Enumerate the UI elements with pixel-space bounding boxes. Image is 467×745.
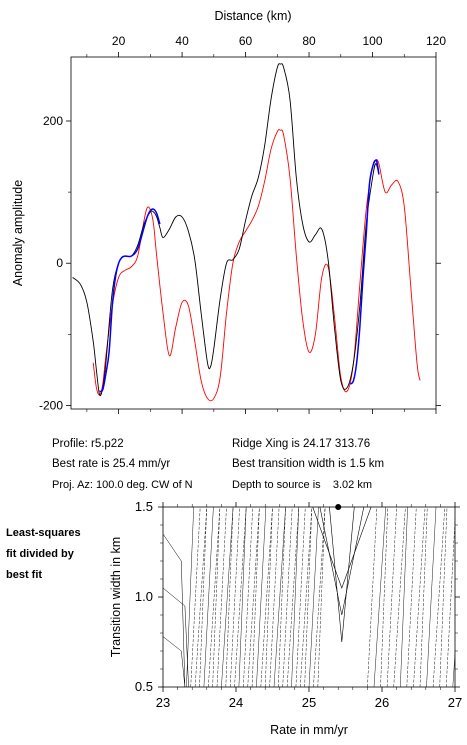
contour-line — [247, 507, 260, 687]
contour-line — [282, 507, 293, 687]
contour-line — [238, 507, 247, 687]
x-tick-label: 40 — [175, 34, 189, 48]
series-fit-left-line — [99, 208, 161, 393]
contour-line — [256, 507, 267, 687]
anomaly-profile-chart: Distance (km) Anomaly amplitude 20 40 60 80… — [11, 9, 446, 414]
contour-x-axis-label: Rate in mm/yr — [270, 723, 348, 737]
contour-description: Least-squares fit divided by best fit — [6, 523, 106, 586]
contour-line — [212, 507, 221, 687]
contour-line — [400, 507, 408, 687]
contour-line — [317, 507, 326, 687]
x-tick-label: 27 — [448, 695, 462, 710]
contour-line — [406, 507, 417, 687]
profile-info: Profile: r5.p22 — [52, 438, 124, 450]
projection-azimuth-info: Proj. Az: 100.0 deg. CW of N — [52, 479, 193, 491]
y-tick-label: 0.5 — [135, 679, 153, 694]
contour-line — [319, 507, 365, 616]
contour-line — [413, 507, 426, 687]
x-tick-label: 100 — [363, 34, 383, 48]
contour-line — [386, 507, 397, 687]
contour-description-line: best fit — [6, 569, 43, 581]
contour-line — [251, 507, 260, 687]
contour-line — [304, 507, 313, 687]
x-tick-label: 26 — [375, 695, 389, 710]
y-tick-label: 1.0 — [135, 589, 153, 604]
contour-line — [216, 507, 227, 687]
anomaly-plot-frame — [70, 56, 437, 410]
contour-line — [229, 507, 240, 687]
y-axis-label: Anomaly amplitude — [11, 180, 25, 286]
contour-line — [163, 587, 189, 687]
contour-line — [264, 507, 273, 687]
contour-line — [367, 507, 378, 687]
contour-line — [439, 507, 448, 687]
contour-plot-frame — [162, 506, 456, 688]
contour-line — [208, 507, 221, 687]
contour-line — [299, 507, 313, 687]
contour-line — [273, 507, 286, 687]
series-fit-right-line — [349, 159, 380, 385]
depth-to-source-info: Depth to source is 3.02 km — [232, 479, 373, 491]
y-tick-label: 200 — [43, 114, 63, 128]
contour-line — [419, 507, 428, 687]
contour-y-axis-label: Transition width in km — [109, 537, 123, 657]
y-tick-label: 1.5 — [135, 499, 153, 514]
y-tick-label: 0 — [56, 256, 63, 270]
contour-line — [234, 507, 247, 687]
contour-line — [278, 507, 286, 687]
series-observed-line — [72, 63, 380, 397]
contour-line — [243, 507, 254, 687]
contour-line — [199, 507, 208, 687]
x-tick-label: 25 — [302, 695, 316, 710]
contour-line — [203, 507, 214, 687]
contour-line — [380, 507, 389, 687]
x-tick-label: 23 — [156, 695, 170, 710]
contour-line — [308, 507, 319, 687]
best-fit-marker — [335, 504, 342, 510]
ridge-crossing-info: Ridge Xing is 24.17 313.76 — [232, 438, 371, 450]
misfit-contour-chart: Rate in mm/yr Transition width in km 23 2… — [109, 499, 462, 737]
best-transition-width-info: Best transition width is 1.5 km — [232, 458, 385, 470]
contour-line — [445, 515, 455, 687]
contour-line — [186, 507, 194, 687]
contour-description-line: fit divided by — [6, 548, 74, 560]
contour-line — [329, 507, 355, 643]
contour-line — [291, 507, 300, 687]
contour-line — [432, 507, 446, 687]
contour-line — [295, 507, 306, 687]
contour-line — [312, 507, 372, 589]
contour-line — [225, 507, 234, 687]
x-tick-label: 24 — [229, 695, 243, 710]
contour-line — [194, 507, 208, 687]
contour-line — [313, 507, 326, 687]
contour-line — [269, 507, 280, 687]
contour-line — [260, 507, 273, 687]
x-tick-label: 20 — [112, 34, 126, 48]
x-tick-label: 60 — [239, 34, 253, 48]
x-tick-label: 120 — [426, 34, 446, 48]
x-tick-label: 80 — [302, 34, 316, 48]
contour-line — [426, 507, 437, 687]
contour-line — [286, 507, 300, 687]
contour-line — [373, 507, 386, 687]
top-x-axis-label: Distance (km) — [214, 9, 291, 23]
contour-line — [221, 507, 234, 687]
contour-line-group — [163, 507, 455, 687]
contour-line — [393, 507, 406, 687]
y-tick-label: -200 — [39, 398, 63, 412]
contour-line — [163, 533, 186, 687]
best-rate-info: Best rate is 25.4 mm/yr — [52, 458, 171, 470]
contour-line — [190, 507, 201, 687]
contour-description-line: Least-squares — [6, 527, 81, 539]
contour-line — [163, 636, 186, 687]
